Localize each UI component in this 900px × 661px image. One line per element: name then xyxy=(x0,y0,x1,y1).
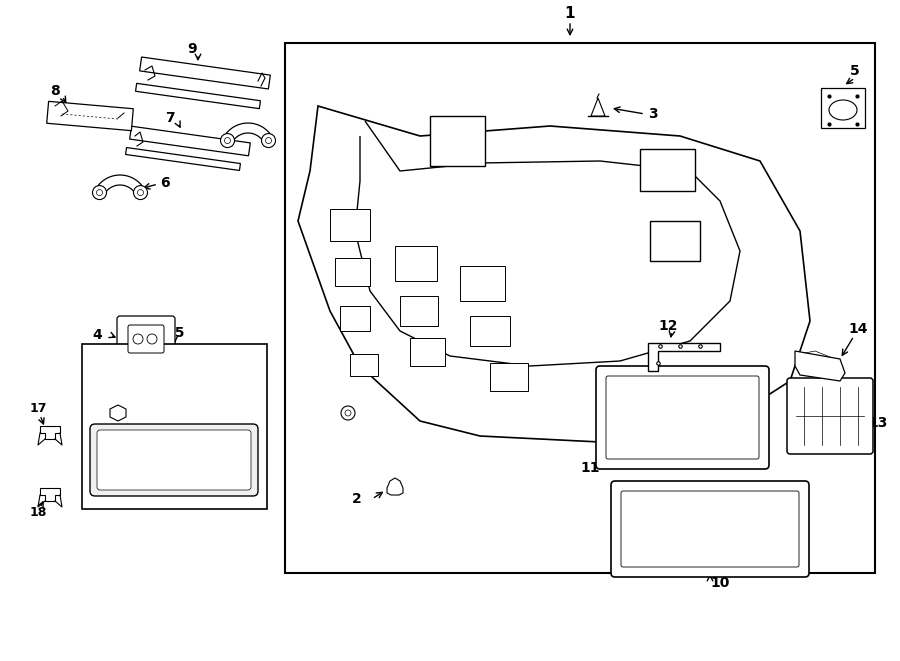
Polygon shape xyxy=(130,126,250,156)
Bar xyxy=(821,88,865,128)
FancyBboxPatch shape xyxy=(97,430,251,490)
Bar xyxy=(640,149,695,191)
FancyBboxPatch shape xyxy=(90,424,258,496)
Bar xyxy=(430,116,485,166)
Bar xyxy=(285,43,875,573)
Polygon shape xyxy=(298,106,810,443)
FancyBboxPatch shape xyxy=(787,378,873,454)
Text: 8: 8 xyxy=(50,84,60,98)
Bar xyxy=(400,296,438,326)
Bar xyxy=(470,316,510,346)
FancyBboxPatch shape xyxy=(128,325,164,353)
Polygon shape xyxy=(95,175,145,195)
Text: 9: 9 xyxy=(187,42,197,56)
Text: 17: 17 xyxy=(29,403,47,416)
Circle shape xyxy=(93,186,106,200)
Polygon shape xyxy=(591,98,605,116)
Bar xyxy=(82,344,267,509)
Circle shape xyxy=(266,137,272,143)
Text: 13: 13 xyxy=(868,416,887,430)
Bar xyxy=(460,266,505,301)
Circle shape xyxy=(345,410,351,416)
Text: 2: 2 xyxy=(352,492,362,506)
Text: 4: 4 xyxy=(92,328,102,342)
FancyBboxPatch shape xyxy=(596,366,769,469)
Bar xyxy=(350,354,378,376)
Circle shape xyxy=(220,134,235,147)
Text: 18: 18 xyxy=(30,506,47,520)
Text: 12: 12 xyxy=(658,319,678,333)
Polygon shape xyxy=(47,101,133,131)
Polygon shape xyxy=(648,343,720,371)
FancyBboxPatch shape xyxy=(606,376,759,459)
FancyBboxPatch shape xyxy=(621,491,799,567)
Text: 14: 14 xyxy=(848,322,868,336)
Polygon shape xyxy=(136,83,260,108)
Circle shape xyxy=(224,137,230,143)
Circle shape xyxy=(341,406,355,420)
Circle shape xyxy=(262,134,275,147)
Circle shape xyxy=(96,190,103,196)
Polygon shape xyxy=(795,351,845,381)
Bar xyxy=(410,338,445,366)
Polygon shape xyxy=(387,478,403,495)
Text: 11: 11 xyxy=(580,461,600,475)
Bar xyxy=(650,221,700,261)
Bar xyxy=(335,258,370,286)
Polygon shape xyxy=(223,123,273,143)
Bar xyxy=(330,209,370,241)
Text: 1: 1 xyxy=(565,5,575,20)
Text: 16: 16 xyxy=(100,389,117,403)
Polygon shape xyxy=(40,488,60,501)
Polygon shape xyxy=(110,405,126,421)
Text: 5: 5 xyxy=(850,64,860,78)
Text: 15: 15 xyxy=(166,326,184,340)
Bar xyxy=(490,363,528,391)
FancyBboxPatch shape xyxy=(611,481,809,577)
Circle shape xyxy=(133,334,143,344)
Bar xyxy=(395,246,437,281)
Text: 10: 10 xyxy=(710,576,730,590)
Circle shape xyxy=(138,190,143,196)
Ellipse shape xyxy=(829,100,857,120)
Text: 6: 6 xyxy=(160,176,169,190)
Text: 3: 3 xyxy=(648,107,658,121)
Text: 7: 7 xyxy=(166,111,175,125)
Bar xyxy=(340,306,370,331)
Polygon shape xyxy=(140,57,270,89)
Circle shape xyxy=(133,186,148,200)
FancyBboxPatch shape xyxy=(117,316,175,362)
Polygon shape xyxy=(126,147,240,171)
Polygon shape xyxy=(40,426,60,439)
Circle shape xyxy=(147,334,157,344)
